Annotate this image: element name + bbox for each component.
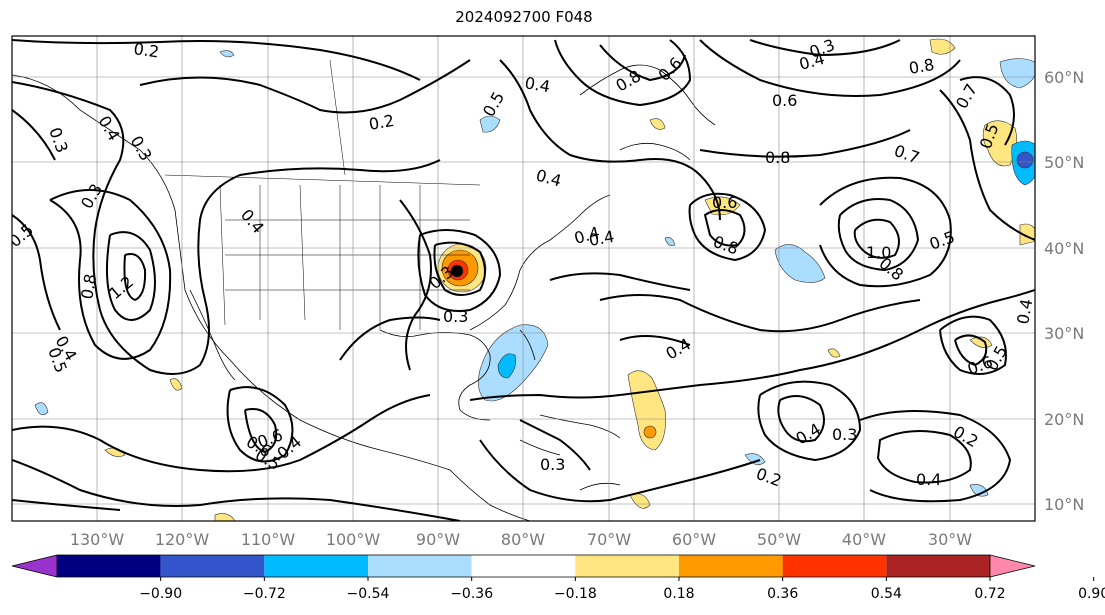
contour-label: 0.3 (832, 425, 857, 444)
colorbar-segment (886, 555, 990, 577)
contour-label: 0.4 (916, 470, 941, 489)
colorbar-segment (471, 555, 576, 577)
lon-label-100w: 100°W (326, 530, 381, 549)
lon-label-30w: 30°W (928, 530, 972, 549)
map-title: 2024092700 F048 (455, 8, 593, 26)
contour-label: 0.8 (907, 55, 935, 78)
colorbar-segment (264, 555, 368, 577)
contour-label: 0.2 (367, 111, 395, 134)
colorbar-extend-min (11, 554, 58, 578)
colorbar-tick-label: 0.72 (974, 586, 1005, 602)
latitude-labels: 60°N 50°N 40°N 30°N 20°N 10°N (1044, 68, 1084, 514)
map-area: 0.2 0.2 0.4 0.5 0.4 0.8 0.6 0.3 0.4 0.8 … (12, 36, 1036, 521)
lon-label-80w: 80°W (501, 530, 545, 549)
colorbar-labels: −0.90 −0.72 −0.54 −0.36 −0.18 0.18 0.36 0.54 0.7… (139, 577, 1105, 602)
map-frame (11, 35, 1036, 522)
colorbar-tick-label: 0.54 (871, 586, 902, 602)
graticule (12, 36, 1035, 521)
contour-label: 0.6 (772, 91, 797, 110)
colorbar-extend-max (989, 554, 1036, 578)
lat-label-10n: 10°N (1044, 495, 1084, 514)
colorbar-segment (679, 555, 783, 577)
lon-label-110w: 110°W (241, 530, 296, 549)
contour-label: 0.8 (765, 148, 790, 167)
contour-label: 0.3 (443, 307, 468, 326)
colorbar-tick-label: 0.90 (1078, 586, 1105, 602)
colorbar-segment (575, 555, 679, 577)
colorbar-segment (57, 555, 161, 577)
lat-label-30n: 30°N (1044, 324, 1084, 343)
lon-label-40w: 40°W (842, 530, 886, 549)
colorbar-tick-label: 0.18 (663, 586, 694, 602)
contour-label: 1.0 (866, 243, 891, 262)
colorbar-tick-label: −0.54 (347, 586, 390, 602)
contour-label: 0.4 (1013, 297, 1036, 325)
lat-label-40n: 40°N (1044, 239, 1084, 258)
lon-label-70w: 70°W (587, 530, 631, 549)
lat-label-50n: 50°N (1044, 153, 1084, 172)
longitude-labels: 130°W 120°W 110°W 100°W 90°W 80°W 70°W 6… (70, 530, 972, 549)
colorbar-tick-label: −0.72 (243, 586, 286, 602)
contour-label: 0.4 (587, 227, 615, 250)
lat-label-20n: 20°N (1044, 410, 1084, 429)
colorbar-tick-label: 0.36 (767, 586, 798, 602)
colorbar-tick-label: −0.90 (139, 586, 182, 602)
lat-label-60n: 60°N (1044, 68, 1084, 87)
colorbar-tick-label: −0.36 (450, 586, 493, 602)
contour-label: 0.6 (712, 193, 737, 212)
lon-label-50w: 50°W (757, 530, 801, 549)
colorbar-tick-label: −0.18 (554, 586, 597, 602)
colorbar-segment (782, 555, 887, 577)
lon-label-130w: 130°W (70, 530, 125, 549)
contour-label: 0.8 (77, 272, 100, 300)
lon-label-90w: 90°W (416, 530, 460, 549)
colorbar-segment (160, 555, 265, 577)
contour-label: 0.4 (523, 73, 551, 96)
colorbar-outline (57, 554, 990, 578)
colorbar (11, 554, 1036, 578)
lon-label-120w: 120°W (155, 530, 210, 549)
contour-label: 0.2 (132, 39, 160, 61)
colorbar-segment (368, 555, 472, 577)
lon-label-60w: 60°W (672, 530, 716, 549)
contour-label: 0.3 (540, 455, 565, 474)
contour-lines (12, 39, 1035, 521)
